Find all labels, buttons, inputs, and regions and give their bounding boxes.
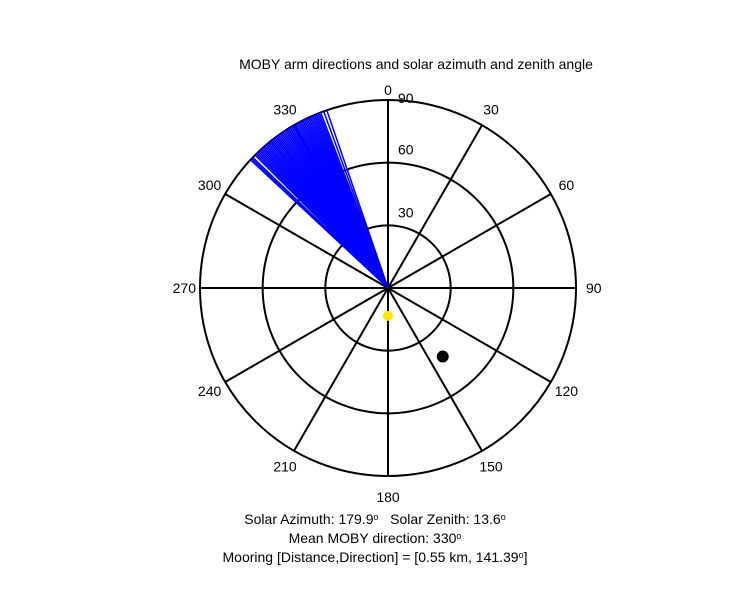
angle-tick-label: 60 [559, 177, 575, 193]
moby-arm-directions [249, 109, 389, 289]
angle-tick-label: 30 [483, 102, 499, 118]
arm-direction-line [326, 109, 389, 289]
angle-grid-spoke [293, 287, 389, 452]
angle-tick-label: 0 [384, 82, 392, 98]
degree-symbol: o [500, 512, 506, 522]
degree-symbol: o [373, 512, 379, 522]
angle-tick-label: 270 [173, 280, 197, 296]
radial-tick-label: 60 [398, 142, 414, 158]
angle-grid-spoke [224, 193, 389, 289]
caption-line-3: Mooring [Distance,Direction] = [0.55 km,… [0, 546, 750, 567]
mooring-label: Mooring [Distance,Direction] = [0.55 km,… [222, 549, 519, 565]
axis-labels: 0 30 60 90 120 150 180 210 240 270 300 330 30 60 90 [173, 82, 602, 505]
mooring-marker [436, 350, 449, 363]
angle-grid-spoke [387, 287, 552, 383]
angle-grid-spoke [387, 287, 483, 452]
chart-title: MOBY arm directions and solar azimuth an… [239, 56, 593, 72]
solar-zenith-label: Solar Zenith: 13.6 [390, 511, 501, 527]
angle-tick-label: 330 [273, 102, 297, 118]
caption-line-2: Mean MOBY direction: 330o [0, 527, 750, 548]
radial-tick-label: 90 [398, 90, 414, 106]
angle-grid-spoke [224, 287, 389, 383]
sun-marker [383, 310, 394, 321]
angle-grid-spoke [387, 193, 552, 289]
angle-grid-spoke [387, 124, 483, 289]
radial-tick-label: 30 [398, 204, 414, 220]
angle-tick-label: 240 [198, 383, 222, 399]
mean-moby-direction-label: Mean MOBY direction: 330 [288, 530, 457, 546]
angle-tick-label: 300 [198, 177, 222, 193]
degree-symbol: o [518, 550, 524, 560]
solar-azimuth-label: Solar Azimuth: 179.9 [244, 511, 374, 527]
angle-tick-label: 210 [273, 458, 297, 474]
angle-tick-label: 150 [479, 458, 503, 474]
angle-tick-label: 90 [586, 280, 602, 296]
caption-line-1: Solar Azimuth: 179.9o Solar Zenith: 13.6… [0, 508, 750, 529]
mooring-label-end: ] [523, 549, 528, 565]
markers [383, 310, 449, 363]
angle-tick-label: 120 [555, 383, 579, 399]
angle-tick-label: 180 [376, 489, 400, 505]
degree-symbol: o [456, 531, 462, 541]
